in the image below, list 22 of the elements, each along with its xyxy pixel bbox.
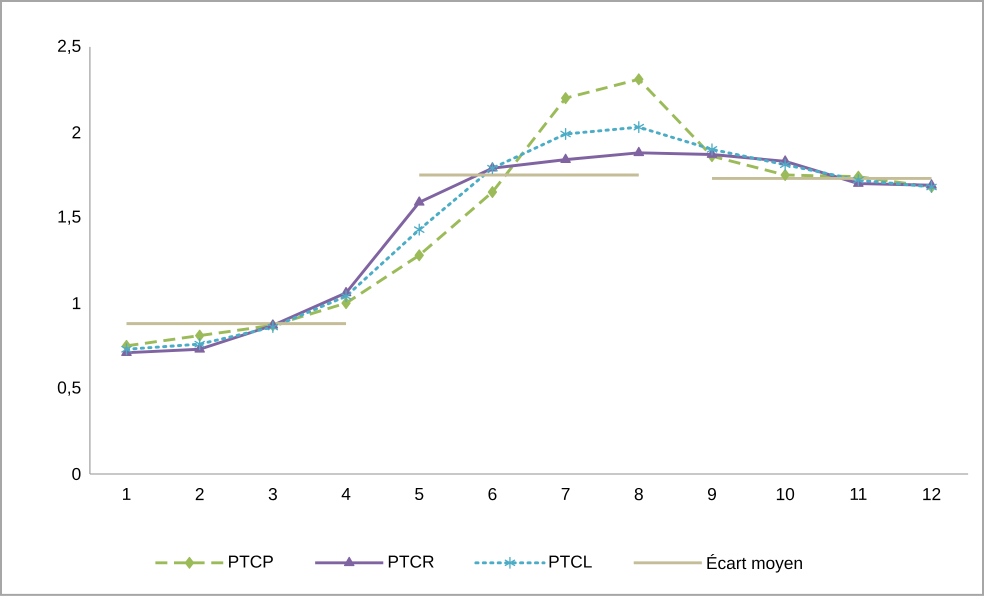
x-tick-label: 9: [708, 488, 716, 500]
x-tick-label: 7: [562, 488, 570, 500]
x-tick-label: 1: [122, 488, 130, 500]
x-tick-label: 3: [268, 488, 277, 500]
y-tick-label: 2: [72, 126, 80, 138]
y-tick-label: 0,5: [58, 381, 80, 396]
y-tick-label: 0: [72, 468, 81, 480]
y-tick-label: 2,5: [58, 40, 80, 54]
legend-label: PTCL: [550, 556, 592, 568]
y-tick-label: 1,5: [58, 210, 80, 225]
x-tick-label: 2: [196, 488, 204, 500]
x-tick-label: 12: [923, 488, 940, 500]
x-tick-label: 11: [850, 488, 866, 500]
x-tick-label: 10: [776, 488, 794, 500]
legend-label: PTCR: [388, 556, 434, 568]
x-tick-label: 8: [634, 488, 643, 500]
x-tick-label: 6: [488, 488, 496, 500]
x-tick-label: 4: [342, 488, 350, 500]
x-tick-label: 5: [415, 488, 424, 500]
legend-label: Écart moyen: [707, 554, 802, 573]
legend-label: PTCP: [229, 556, 273, 568]
y-tick-label: 1: [72, 297, 80, 310]
